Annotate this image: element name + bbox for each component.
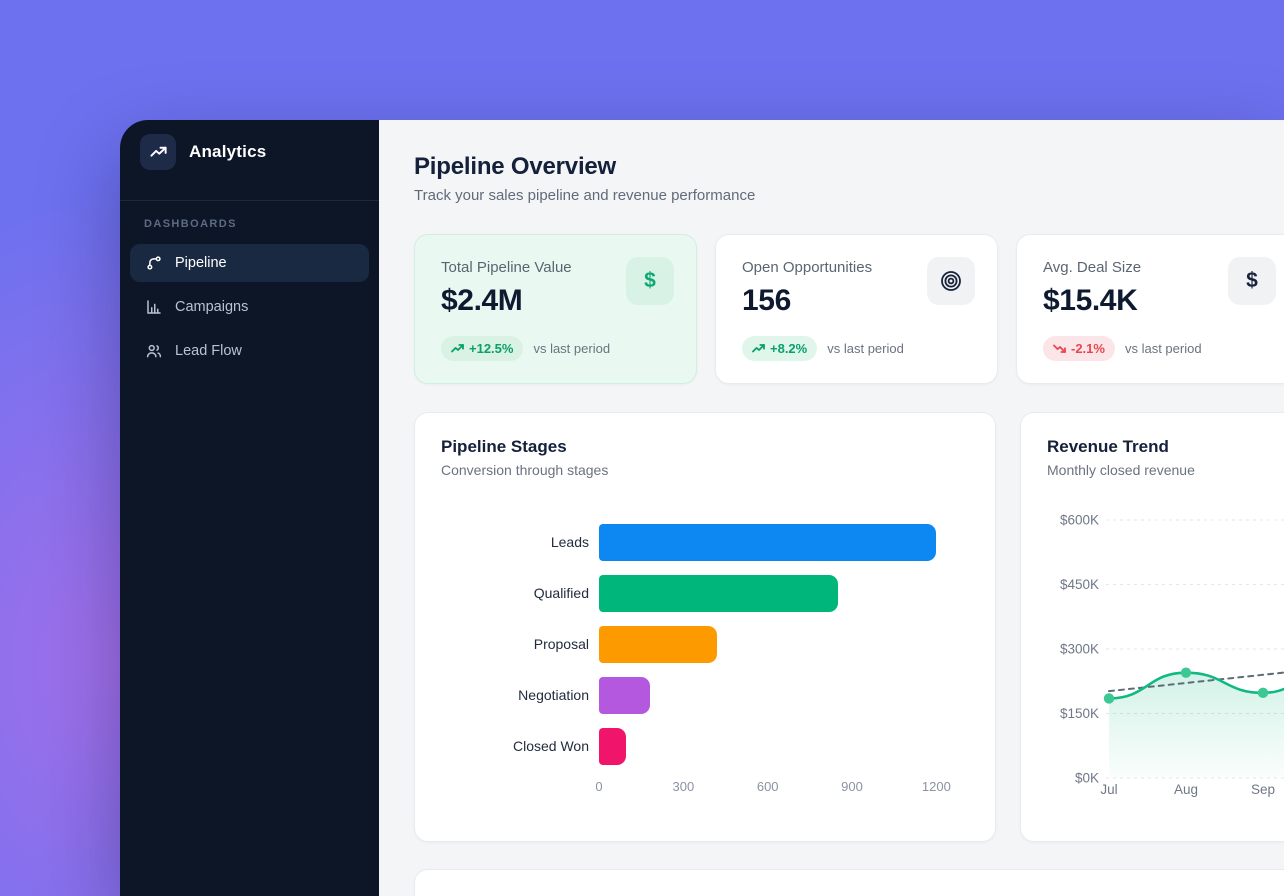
y-tick-label: $450K [1060,577,1099,592]
kpi-label: Total Pipeline Value [441,259,572,276]
kpi-value: $15.4K [1043,284,1138,317]
trending-up-icon [140,134,176,170]
sidebar-divider [120,200,379,201]
line-chart: $600K$450K$300K$150K$0KJulAugSepOct [1047,496,1284,805]
kpi-label: Open Opportunities [742,259,873,276]
dollar-icon: $ [626,257,674,305]
sidebar-item-campaigns[interactable]: Campaigns [130,288,369,326]
bar-row-qualified: Qualified [441,575,969,612]
kpi-note: vs last period [827,341,904,356]
bar-category-text: Proposal [533,636,589,653]
chart-title: Pipeline Stages [441,437,567,456]
brand-name: Analytics [189,142,267,161]
revenue-trend-card: Revenue Trend Monthly closed revenue $60… [1020,412,1284,842]
bar-category-label: Closed Won [441,738,589,754]
x-tick-label: 0 [595,779,603,794]
sidebar-item-label: Pipeline [175,255,227,271]
bar-category-text: Negotiation [518,687,589,704]
chart-title: Revenue Trend [1047,437,1169,456]
route-icon [147,256,161,270]
kpi-delta-badge: +8.2% [742,336,818,361]
kpi-row: Total Pipeline Value $2.4M +12.5% vs las… [414,234,1284,384]
target-icon [927,257,975,305]
bar-category-text: Closed Won [512,738,589,755]
kpi-note: vs last period [1124,341,1202,356]
bar-row-leads: Leads [441,524,969,561]
bar-category-label: Proposal [441,636,589,652]
bar-chart: Leads Qualified Proposal Negotiation Closed … [441,524,969,765]
revenue-trend-plot: $600K$450K$300K$150K$0KJulAugSepOct [1060,513,1284,797]
bar-row-proposal: Proposal [441,626,969,663]
x-tick-label: Jul [1100,782,1117,797]
revenue-line [1107,671,1284,700]
x-tick-label: Sep [1251,782,1275,797]
sidebar-item-label: Campaigns [175,299,249,315]
revenue-point-aug[interactable] [1180,667,1192,678]
revenue-point-jul[interactable] [1103,693,1115,704]
trending-up-icon [752,344,765,353]
kpi-card-open-opportunities: Open Opportunities 156 +8.2% vs last per… [715,234,998,384]
bar-category-label: Negotiation [441,687,589,703]
bar-qualified[interactable] [599,575,838,612]
users-icon [146,344,162,358]
page-subtitle: Track your sales pipeline and revenue pe… [414,187,756,204]
sidebar-nav: Pipeline Campaigns Lead Flow [120,244,379,370]
x-tick-label: 600 [756,779,779,794]
main-content: Pipeline Overview Track your sales pipel… [379,120,1284,896]
dollar-icon: $ [1228,257,1276,305]
y-tick-label: $150K [1060,706,1099,721]
bar-leads[interactable] [599,524,937,561]
bar-track [599,728,969,765]
bar-category-text: Leads [550,534,589,551]
kpi-label: Avg. Deal Size [1043,259,1142,276]
bar-chart-icon [147,300,161,314]
bar-track [599,575,969,612]
bar-closed-won[interactable] [599,728,626,765]
trending-up-icon [451,344,464,353]
y-tick-label: $600K [1060,513,1099,528]
brand-row: Analytics [120,134,379,170]
bar-track [599,524,969,561]
page-title: Pipeline Overview [414,153,617,180]
sidebar-section-label: DASHBOARDS [144,218,237,230]
kpi-delta-badge: -2.1% [1043,336,1115,361]
sidebar-item-label: Lead Flow [175,343,242,359]
bar-row-closed-won: Closed Won [441,728,969,765]
bar-chart-x-axis: 0 300 600 900 1200 [595,779,969,797]
bar-track [599,626,969,663]
chart-subtitle: Monthly closed revenue [1047,462,1195,478]
y-tick-label: $300K [1060,642,1099,657]
revenue-point-sep[interactable] [1257,687,1269,699]
x-tick-label: Aug [1174,782,1198,797]
app-window: Analytics DASHBOARDS Pipeline Campaigns [120,120,1284,896]
kpi-delta-badge: +12.5% [441,336,524,361]
kpi-card-total-pipeline-value: Total Pipeline Value $2.4M +12.5% vs las… [414,234,697,384]
kpi-value: 156 [742,284,791,317]
revenue-area [1109,672,1284,778]
bar-negotiation[interactable] [599,677,650,714]
bar-category-label: Qualified [441,585,589,601]
sidebar-item-lead-flow[interactable]: Lead Flow [130,332,369,370]
x-tick-label: 300 [672,779,695,794]
bar-proposal[interactable] [599,626,718,663]
x-tick-label: 900 [841,779,863,794]
chart-subtitle: Conversion through stages [441,462,609,478]
pipeline-stages-card: Pipeline Stages Conversion through stage… [414,412,996,842]
bar-row-negotiation: Negotiation [441,677,969,714]
bar-track [599,677,969,714]
y-tick-label: $0K [1075,771,1099,786]
sidebar: Analytics DASHBOARDS Pipeline Campaigns [120,120,379,896]
bar-category-text: Qualified [533,585,589,602]
bar-category-label: Leads [441,534,589,550]
kpi-note: vs last period [533,341,611,356]
trending-down-icon [1053,344,1066,353]
kpi-card-avg-deal-size: Avg. Deal Size $15.4K -2.1% vs last peri… [1016,234,1284,384]
sidebar-item-pipeline[interactable]: Pipeline [130,244,369,282]
x-tick-label: 1200 [921,779,951,794]
charts-row: Pipeline Stages Conversion through stage… [414,412,1284,842]
kpi-value: $2.4M [441,284,523,317]
bottom-card-clipped [414,869,1284,896]
